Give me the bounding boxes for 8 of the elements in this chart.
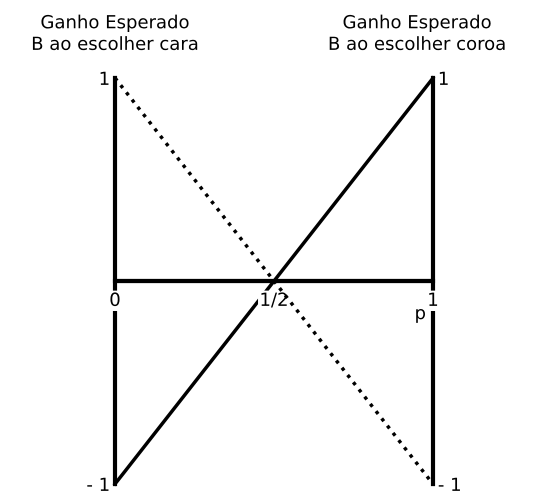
x-tick-label: 1/2 [261, 292, 287, 308]
y2-tick-label: - 1 [438, 478, 460, 491]
x-tick-label: 0 [110, 292, 120, 306]
y-axis-title: Ganho Esperado B ao escolher cara [32, 14, 198, 50]
x-axis-title: p [416, 308, 426, 323]
y2-tick-label: 1 [440, 72, 448, 85]
y2-axis-title: Ganho Esperado B ao escolher coroa [330, 14, 505, 50]
x-tick-label: 1 [429, 292, 438, 306]
